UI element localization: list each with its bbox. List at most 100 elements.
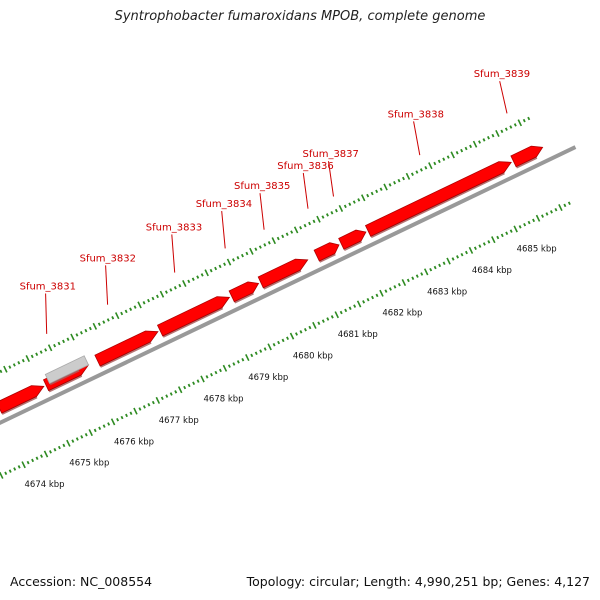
ruler-tick bbox=[295, 332, 298, 336]
ruler-tick bbox=[70, 333, 75, 341]
gene-arrow[interactable] bbox=[257, 258, 309, 289]
ruler-tick bbox=[397, 178, 401, 183]
ruler-tick bbox=[254, 247, 258, 251]
feature-block[interactable] bbox=[44, 355, 90, 385]
ruler-tick bbox=[500, 129, 504, 134]
gene-label[interactable]: Sfum_3833 bbox=[146, 222, 202, 233]
ruler-tick bbox=[75, 333, 79, 337]
ruler-tick bbox=[236, 360, 240, 364]
ruler-tick bbox=[114, 312, 120, 320]
ruler-tick bbox=[21, 461, 26, 469]
ruler-tick bbox=[321, 319, 325, 323]
gene-arrow[interactable] bbox=[156, 296, 231, 337]
ruler-tick bbox=[460, 148, 464, 153]
ruler-label: 4678 kbp bbox=[204, 394, 244, 404]
ruler-tick bbox=[218, 368, 222, 373]
ruler-tick bbox=[84, 328, 88, 333]
ruler-tick bbox=[0, 471, 4, 479]
ruler-tick bbox=[57, 341, 61, 346]
ruler-tick bbox=[290, 230, 294, 234]
gene-shadow bbox=[100, 341, 152, 368]
ruler-tick bbox=[227, 364, 231, 368]
ruler-tick bbox=[169, 288, 173, 292]
ruler-tick bbox=[120, 311, 124, 316]
label-leader bbox=[499, 81, 508, 114]
ruler-tick bbox=[165, 394, 169, 398]
gene-label[interactable]: Sfum_3838 bbox=[388, 109, 444, 120]
gene-shadow bbox=[516, 156, 538, 169]
ruler-tick bbox=[17, 361, 21, 365]
ruler-tick bbox=[191, 277, 195, 281]
ruler-tick bbox=[12, 363, 16, 367]
ruler-tick bbox=[142, 405, 146, 409]
ruler-tick bbox=[370, 191, 374, 196]
gene-label[interactable]: Sfum_3839 bbox=[474, 69, 530, 80]
ruler-tick bbox=[254, 351, 258, 356]
label-leader bbox=[105, 265, 109, 305]
ruler-tick bbox=[13, 467, 17, 471]
ruler-tick bbox=[240, 253, 244, 258]
label-leader bbox=[328, 161, 334, 197]
gene-arrow[interactable] bbox=[364, 161, 512, 237]
gene-arrow[interactable] bbox=[510, 145, 544, 168]
ruler-tick bbox=[159, 290, 165, 298]
ruler-tick bbox=[442, 261, 446, 266]
ruler-tick bbox=[196, 379, 200, 383]
ruler-tick bbox=[424, 166, 428, 170]
ruler-tick bbox=[258, 245, 262, 249]
gene-arrow[interactable] bbox=[313, 242, 340, 262]
ruler-tick bbox=[356, 300, 362, 308]
ruler-tick bbox=[88, 326, 92, 331]
gene-arrow[interactable] bbox=[338, 229, 367, 250]
ruler-tick bbox=[495, 129, 500, 137]
ruler-tick bbox=[3, 365, 8, 373]
ruler-label: 4680 kbp bbox=[293, 352, 333, 362]
gene-arrow[interactable] bbox=[0, 385, 45, 414]
ruler-tick bbox=[517, 119, 523, 127]
gene-label[interactable]: Sfum_3835 bbox=[234, 181, 290, 192]
ruler-tick bbox=[272, 342, 276, 347]
ruler-tick bbox=[344, 308, 348, 313]
ruler-tick bbox=[147, 298, 150, 303]
ruler-tick bbox=[460, 252, 464, 257]
ruler-tick bbox=[455, 151, 459, 155]
gene-shadow bbox=[49, 369, 80, 386]
ruler-tick bbox=[8, 365, 12, 369]
ruler-tick bbox=[245, 354, 250, 362]
ruler-tick bbox=[250, 353, 254, 358]
label-leader bbox=[413, 121, 421, 156]
ruler-tick bbox=[429, 267, 433, 272]
ruler-tick bbox=[232, 362, 236, 366]
gene-arrow[interactable] bbox=[94, 330, 159, 367]
label-leader bbox=[221, 211, 226, 249]
ruler-tick bbox=[352, 200, 356, 204]
gene-label[interactable]: Sfum_3837 bbox=[303, 149, 359, 160]
ruler-tick bbox=[326, 317, 330, 321]
gene-label[interactable]: Sfum_3832 bbox=[80, 253, 136, 264]
ruler-tick bbox=[98, 426, 102, 431]
ruler-tick bbox=[513, 123, 517, 127]
ruler-label: 4676 kbp bbox=[114, 437, 154, 447]
ruler-tick bbox=[205, 375, 209, 379]
ruler-tick bbox=[178, 283, 182, 288]
accession-text: Accession: NC_008554 bbox=[10, 574, 153, 589]
gene-label[interactable]: Sfum_3831 bbox=[20, 282, 76, 293]
ruler-tick bbox=[334, 311, 339, 319]
ruler-tick bbox=[334, 208, 338, 213]
ruler-tick bbox=[30, 354, 34, 359]
gene-label[interactable]: Sfum_3836 bbox=[277, 161, 333, 172]
ruler-tick bbox=[173, 286, 177, 290]
ruler-tick bbox=[505, 231, 509, 235]
gene-shadow bbox=[234, 292, 254, 304]
gene-shadow bbox=[263, 270, 302, 290]
ruler-tick bbox=[259, 349, 263, 353]
ruler-tick bbox=[276, 236, 280, 241]
label-leader bbox=[259, 193, 265, 230]
ruler-tick bbox=[79, 331, 83, 335]
label-leader bbox=[45, 293, 48, 334]
gene-label[interactable]: Sfum_3834 bbox=[196, 199, 252, 210]
ruler-tick bbox=[308, 325, 312, 330]
ruler-tick bbox=[43, 450, 49, 458]
gene-shadow bbox=[370, 172, 505, 239]
ruler-tick bbox=[527, 220, 531, 225]
